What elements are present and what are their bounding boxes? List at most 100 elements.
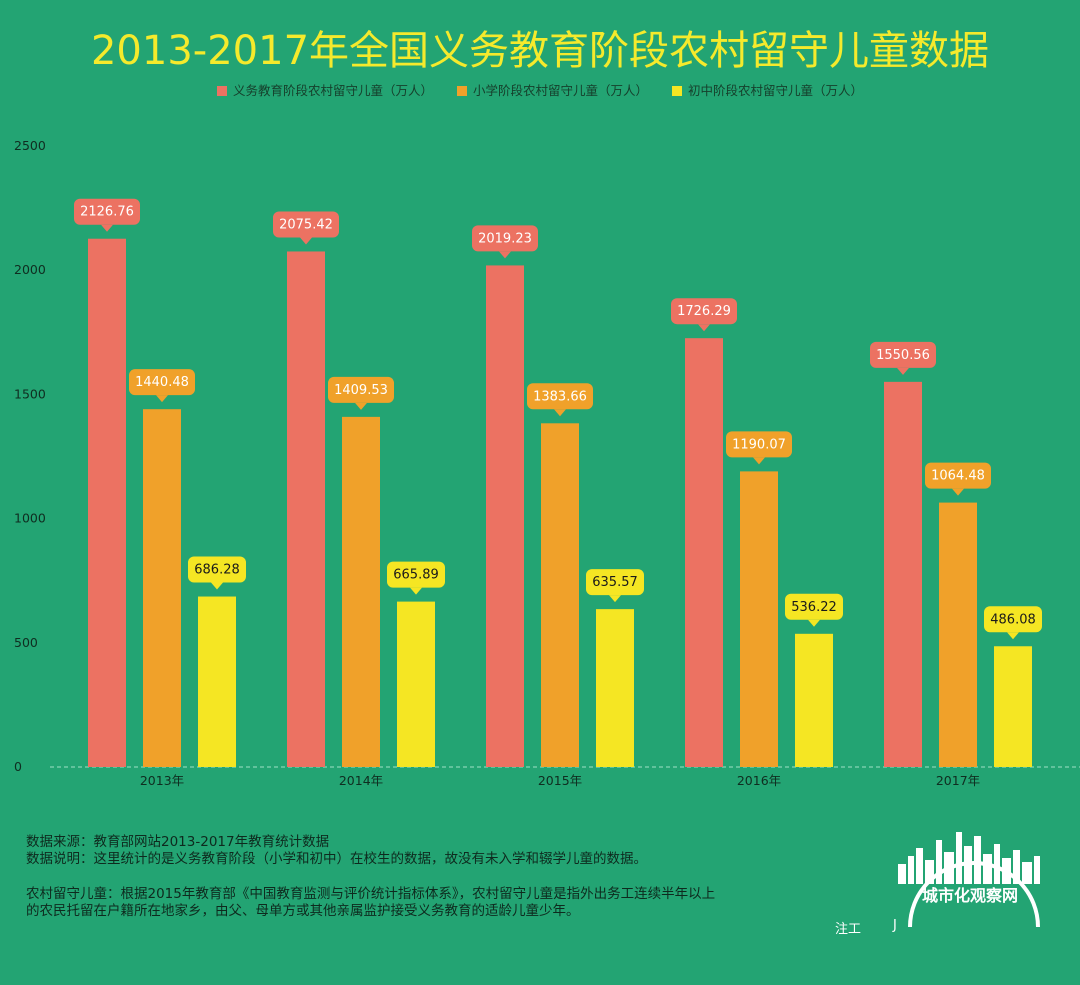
- watermark-logo: [898, 832, 1040, 928]
- data-label-pointer: [897, 367, 909, 375]
- x-tick-label: 2013年: [140, 773, 184, 788]
- data-label: 1383.66: [527, 383, 593, 417]
- legend-swatch: [216, 86, 227, 96]
- data-label-box: [74, 198, 140, 225]
- note-explanation: 数据说明：这里统计的是义务教育阶段（小学和初中）在校生的数据，故没有未入学和辍学…: [26, 851, 647, 867]
- data-label-pointer: [952, 488, 964, 496]
- bar-2-2014年: [342, 416, 380, 767]
- data-label-text: 1064.48: [931, 469, 985, 484]
- x-tick-label: 2014年: [339, 773, 383, 788]
- data-label-pointer: [156, 395, 168, 403]
- data-label-pointer: [698, 324, 710, 332]
- y-tick-label: 1000: [14, 511, 46, 526]
- data-label: 2126.76: [74, 198, 140, 232]
- data-label-text: 486.08: [990, 612, 1036, 627]
- watermark-stamp-a: 注工: [835, 922, 862, 937]
- data-label-box: [870, 341, 936, 368]
- chart-notes: 数据来源：教育部网站2013-2017年教育统计数据 数据说明：这里统计的是义务…: [26, 834, 846, 920]
- data-label-pointer: [499, 251, 511, 259]
- bar-1-2015年: [486, 265, 524, 767]
- data-label-text: 2075.42: [279, 217, 333, 232]
- note-source: 数据来源：教育部网站2013-2017年教育统计数据: [26, 834, 330, 850]
- bar-1-2017年: [884, 381, 922, 767]
- bars-layer: [88, 238, 1032, 767]
- data-label: 536.22: [785, 593, 843, 627]
- data-label-box: [387, 561, 445, 588]
- data-label-text: 635.57: [592, 575, 638, 590]
- data-label-box: [188, 556, 246, 583]
- bar-3-2013年: [198, 596, 236, 767]
- bar-3-2017年: [994, 646, 1032, 767]
- data-label-box: [925, 462, 991, 489]
- bar-2-2013年: [143, 409, 181, 767]
- data-label: 635.57: [586, 569, 644, 603]
- data-label: 1726.29: [671, 298, 737, 332]
- data-label-pointer: [753, 457, 765, 465]
- data-label-text: 2126.76: [80, 205, 134, 220]
- data-label: 486.08: [984, 606, 1042, 640]
- legend-label: 小学阶段农村留守儿童（万人）: [472, 83, 648, 98]
- data-label-text: 686.28: [194, 563, 240, 578]
- data-label-box: [273, 211, 339, 238]
- data-label-text: 1726.29: [677, 304, 731, 319]
- data-label-pointer: [1007, 632, 1019, 640]
- data-label-box: [984, 606, 1042, 633]
- data-label-pointer: [808, 619, 820, 627]
- data-label-box: [328, 376, 394, 403]
- legend-swatch: [672, 86, 682, 96]
- data-label: 2019.23: [472, 225, 538, 259]
- data-label-box: [527, 383, 593, 410]
- note-definition: 农村留守儿童：根据2015年教育部《中国教育监测与评价统计指标体系》，农村留守儿…: [26, 886, 716, 902]
- skyline-icon: [898, 832, 1040, 884]
- watermark-text: 城市化观察网: [921, 886, 1018, 905]
- legend-item-1: 义务教育阶段农村留守儿童（万人）: [216, 80, 433, 99]
- bar-2-2016年: [740, 471, 778, 767]
- watermark-stamp-b: J: [893, 918, 897, 933]
- data-label-text: 1440.48: [135, 375, 189, 390]
- axis-layer: 0 500 1000 1500 2000 2500 2013年 2014年 2015年 2016年…: [14, 138, 1080, 788]
- y-tick-label: 1500: [14, 386, 46, 401]
- y-tick-label: 0: [14, 759, 22, 774]
- data-label: 1064.48: [925, 462, 991, 496]
- data-label-pointer: [410, 587, 422, 595]
- data-label-box: [129, 369, 195, 396]
- data-label-pointer: [554, 409, 566, 417]
- data-label-pointer: [300, 237, 312, 245]
- bar-2-2015年: [541, 423, 579, 767]
- labels-layer: 2126.76 1440.48 686.28 2075.42 1409.53 665.89…: [74, 198, 1042, 640]
- x-tick-label: 2015年: [538, 773, 582, 788]
- data-label-text: 1383.66: [533, 389, 587, 404]
- data-label-pointer: [609, 595, 621, 603]
- bar-3-2014年: [397, 601, 435, 767]
- bar-1-2014年: [287, 251, 325, 767]
- legend-swatch: [456, 86, 467, 96]
- data-label: 665.89: [387, 561, 445, 595]
- bar-1-2016年: [685, 338, 723, 767]
- bar-1-2013年: [88, 238, 126, 767]
- data-label-box: [785, 593, 843, 620]
- data-label-text: 1550.56: [876, 348, 930, 363]
- chart-title: 2013-2017年全国义务教育阶段农村留守儿童数据: [90, 28, 990, 74]
- y-tick-label: 2000: [14, 262, 46, 277]
- bar-3-2016年: [795, 633, 833, 767]
- data-label: 1440.48: [129, 369, 195, 403]
- data-label: 1190.07: [726, 431, 792, 465]
- x-tick-label: 2017年: [936, 773, 980, 788]
- data-label-pointer: [101, 224, 113, 232]
- bar-3-2015年: [596, 609, 634, 767]
- data-label-box: [472, 225, 538, 252]
- data-label-text: 1190.07: [732, 437, 786, 452]
- note-definition-continued: 的农民托留在户籍所在地家乡，由父、母单方或其他亲属监护接受义务教育的适龄儿童少年…: [26, 903, 580, 919]
- data-label-text: 2019.23: [478, 231, 532, 246]
- data-label: 686.28: [188, 556, 246, 590]
- bar-2-2017年: [939, 502, 977, 767]
- x-tick-label: 2016年: [737, 773, 781, 788]
- data-label-text: 1409.53: [334, 383, 388, 398]
- legend-item-3: 初中阶段农村留守儿童（万人）: [672, 80, 863, 99]
- data-label-pointer: [355, 402, 367, 410]
- chart-legend: 义务教育阶段农村留守儿童（万人） 小学阶段农村留守儿童（万人） 初中阶段农村留守儿童…: [0, 80, 1080, 99]
- data-label: 1409.53: [328, 376, 394, 410]
- data-label-box: [586, 569, 644, 596]
- data-label: 1550.56: [870, 341, 936, 375]
